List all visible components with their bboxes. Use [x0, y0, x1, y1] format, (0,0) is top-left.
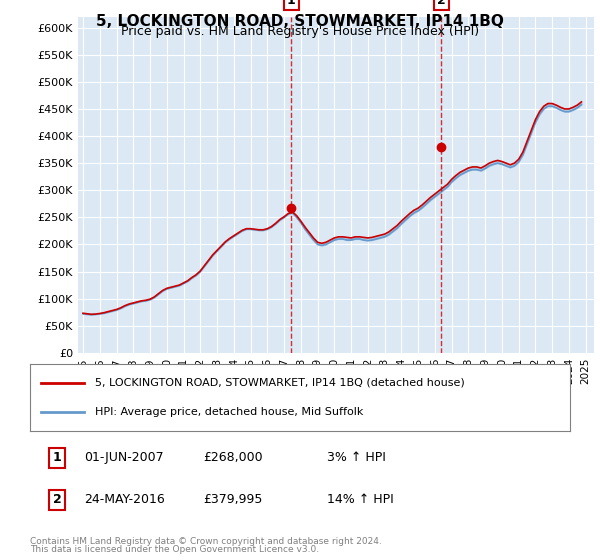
Text: 5, LOCKINGTON ROAD, STOWMARKET, IP14 1BQ (detached house): 5, LOCKINGTON ROAD, STOWMARKET, IP14 1BQ…	[95, 378, 464, 388]
Text: 01-JUN-2007: 01-JUN-2007	[84, 451, 164, 464]
Text: 2: 2	[437, 0, 446, 7]
Text: 3% ↑ HPI: 3% ↑ HPI	[327, 451, 386, 464]
Text: 5, LOCKINGTON ROAD, STOWMARKET, IP14 1BQ: 5, LOCKINGTON ROAD, STOWMARKET, IP14 1BQ	[96, 14, 504, 29]
Text: HPI: Average price, detached house, Mid Suffolk: HPI: Average price, detached house, Mid …	[95, 407, 363, 417]
Text: 1: 1	[53, 451, 61, 464]
Text: 14% ↑ HPI: 14% ↑ HPI	[327, 493, 394, 506]
Text: £268,000: £268,000	[203, 451, 262, 464]
Text: 24-MAY-2016: 24-MAY-2016	[84, 493, 165, 506]
Text: Price paid vs. HM Land Registry's House Price Index (HPI): Price paid vs. HM Land Registry's House …	[121, 25, 479, 38]
Text: 1: 1	[287, 0, 295, 7]
Text: 2: 2	[53, 493, 61, 506]
Text: This data is licensed under the Open Government Licence v3.0.: This data is licensed under the Open Gov…	[30, 545, 319, 554]
Text: Contains HM Land Registry data © Crown copyright and database right 2024.: Contains HM Land Registry data © Crown c…	[30, 537, 382, 546]
Text: £379,995: £379,995	[203, 493, 262, 506]
